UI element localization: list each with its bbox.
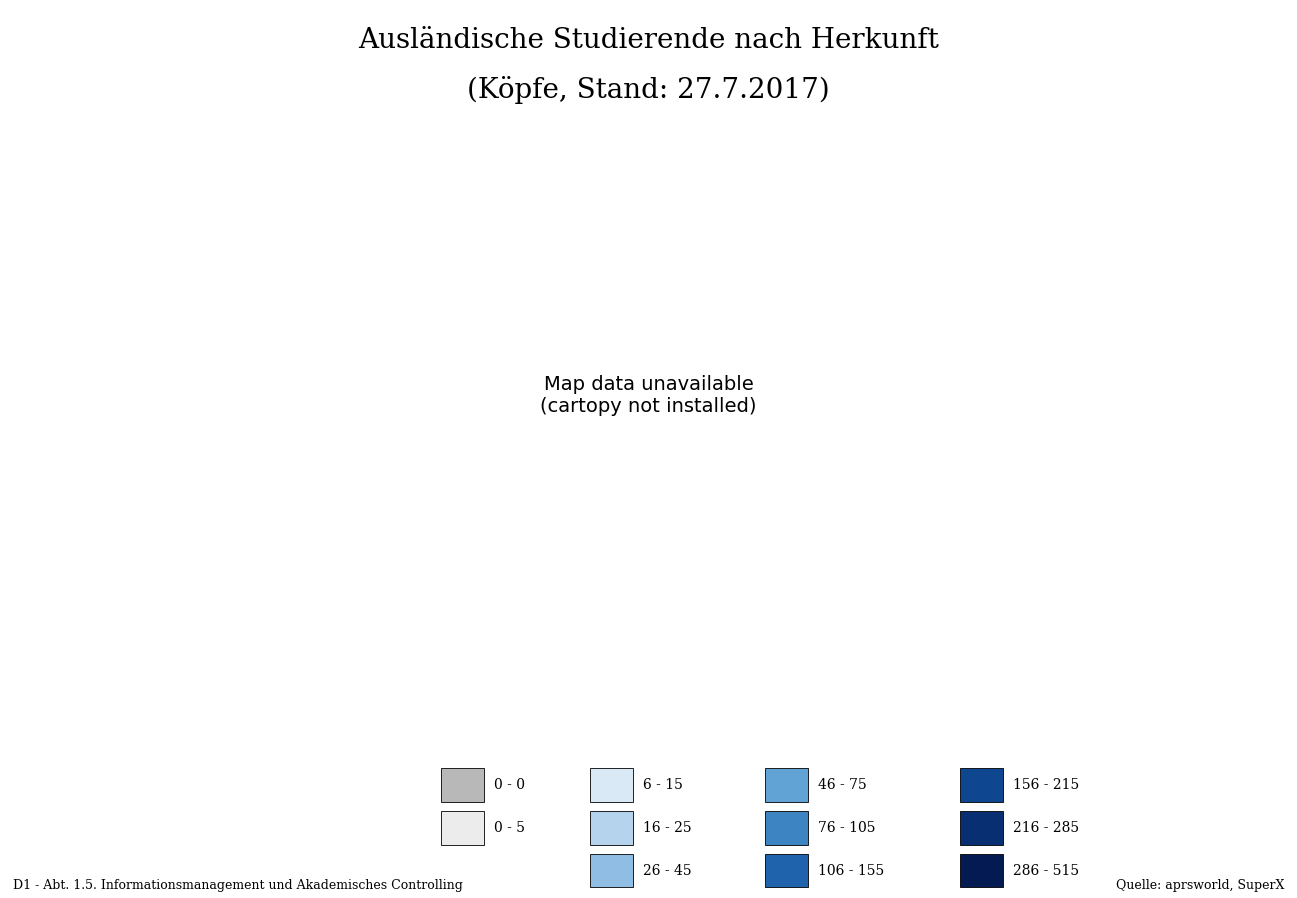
Bar	[590, 854, 633, 887]
Bar	[960, 768, 1003, 802]
Text: 26 - 45: 26 - 45	[643, 864, 691, 877]
Text: 0 - 0: 0 - 0	[494, 778, 525, 792]
Bar	[765, 768, 808, 802]
Text: 76 - 105: 76 - 105	[818, 821, 875, 835]
Text: 16 - 25: 16 - 25	[643, 821, 691, 835]
Text: Map data unavailable
(cartopy not installed): Map data unavailable (cartopy not instal…	[541, 374, 756, 416]
Text: D1 - Abt. 1.5. Informationsmanagement und Akademisches Controlling: D1 - Abt. 1.5. Informationsmanagement un…	[13, 879, 463, 892]
Text: 6 - 15: 6 - 15	[643, 778, 684, 792]
Text: Ausländische Studierende nach Herkunft: Ausländische Studierende nach Herkunft	[358, 27, 939, 54]
Text: 216 - 285: 216 - 285	[1013, 821, 1079, 835]
Bar	[590, 768, 633, 802]
Text: (Köpfe, Stand: 27.7.2017): (Köpfe, Stand: 27.7.2017)	[467, 76, 830, 104]
Bar	[765, 811, 808, 844]
Bar	[960, 854, 1003, 887]
Bar	[441, 768, 484, 802]
Bar	[960, 811, 1003, 844]
Text: 156 - 215: 156 - 215	[1013, 778, 1079, 792]
Text: Quelle: aprsworld, SuperX: Quelle: aprsworld, SuperX	[1115, 879, 1284, 892]
Bar	[441, 811, 484, 844]
Text: 0 - 5: 0 - 5	[494, 821, 525, 835]
Bar	[590, 811, 633, 844]
Bar	[765, 854, 808, 887]
Text: 106 - 155: 106 - 155	[818, 864, 885, 877]
Text: 286 - 515: 286 - 515	[1013, 864, 1079, 877]
Text: 46 - 75: 46 - 75	[818, 778, 868, 792]
